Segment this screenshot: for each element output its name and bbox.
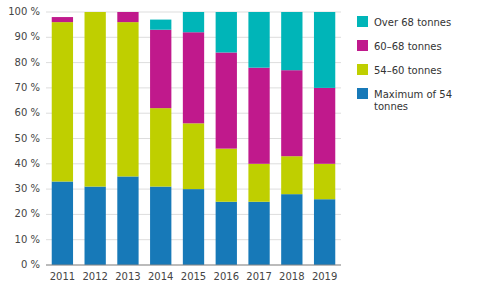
bar-segment xyxy=(216,149,237,202)
y-tick-label: 30 % xyxy=(15,183,40,194)
grid xyxy=(46,12,341,265)
y-tick-label: 20 % xyxy=(15,208,40,219)
legend-swatch xyxy=(357,88,368,99)
bar-segment xyxy=(183,12,204,32)
grid-line xyxy=(46,265,341,266)
legend-swatch xyxy=(357,40,368,51)
y-tick-label: 10 % xyxy=(15,234,40,245)
legend-swatch xyxy=(357,16,368,27)
bar-segment xyxy=(248,68,269,164)
bar-segment xyxy=(248,12,269,68)
y-tick-label: 90 % xyxy=(15,31,40,42)
bar-segment xyxy=(314,199,335,265)
y-tick-label: 100 % xyxy=(8,6,40,17)
bar-segment xyxy=(117,12,138,13)
x-tick-label: 2011 xyxy=(50,271,75,282)
bar-segment xyxy=(216,12,237,52)
y-tick-label: 80 % xyxy=(15,57,40,68)
x-tick-label: 2013 xyxy=(115,271,140,282)
legend-label: Over 68 tonnes xyxy=(374,17,451,28)
chart: 0 % 10 % 20 % 30 % 40 % 50 % 60 % 70 % 80 % 90 % 1… xyxy=(0,0,491,291)
x-tick-label: 2019 xyxy=(312,271,337,282)
bar-segment xyxy=(150,20,171,30)
bar-segment xyxy=(150,108,171,186)
bar-segment xyxy=(314,164,335,199)
bar-segment xyxy=(248,202,269,265)
bar-segment xyxy=(85,12,106,13)
bar-segment xyxy=(281,12,302,70)
bar-segment xyxy=(183,32,204,123)
y-tick-label: 0 % xyxy=(21,259,40,270)
legend-swatch xyxy=(357,64,368,75)
bars xyxy=(52,12,336,265)
x-tick-label: 2016 xyxy=(214,271,239,282)
bar-segment xyxy=(52,17,73,22)
y-tick-label: 50 % xyxy=(15,133,40,144)
bar-segment xyxy=(248,164,269,202)
bar-segment xyxy=(85,12,106,187)
bar-segment xyxy=(281,194,302,265)
bar-segment xyxy=(314,88,335,164)
bar-segment xyxy=(281,156,302,194)
legend-label: 60–68 tonnes xyxy=(374,41,442,52)
x-tick-label: 2015 xyxy=(181,271,206,282)
chart-container: 0 % 10 % 20 % 30 % 40 % 50 % 60 % 70 % 80 % 90 % 1… xyxy=(0,0,491,291)
bar-segment xyxy=(216,52,237,148)
legend-label: 54–60 tonnes xyxy=(374,65,442,76)
bar-segment xyxy=(117,22,138,176)
bar-segment xyxy=(281,70,302,156)
bar-segment xyxy=(52,182,73,265)
y-tick-label: 60 % xyxy=(15,107,40,118)
bar-segment xyxy=(117,176,138,265)
bar-segment xyxy=(183,123,204,189)
legend: Over 68 tonnes 60–68 tonnes 54–60 tonnes Ma… xyxy=(357,16,452,112)
x-axis-line xyxy=(46,265,341,266)
x-tick-label: 2014 xyxy=(148,271,173,282)
bar-segment xyxy=(52,22,73,181)
bar-segment xyxy=(183,189,204,265)
bar-segment xyxy=(85,187,106,265)
bar-segment xyxy=(85,12,106,13)
x-tick-label: 2018 xyxy=(279,271,304,282)
legend-label: Maximum of 54tonnes xyxy=(374,89,452,112)
x-tick-label: 2017 xyxy=(246,271,271,282)
bar-segment xyxy=(150,30,171,108)
bar-segment xyxy=(314,12,335,88)
bar-segment xyxy=(117,12,138,22)
x-tick-label: 2012 xyxy=(82,271,107,282)
y-tick-label: 40 % xyxy=(15,158,40,169)
bar-segment xyxy=(52,17,73,18)
y-tick-label: 70 % xyxy=(15,82,40,93)
bar-segment xyxy=(150,187,171,265)
bar-segment xyxy=(216,202,237,265)
